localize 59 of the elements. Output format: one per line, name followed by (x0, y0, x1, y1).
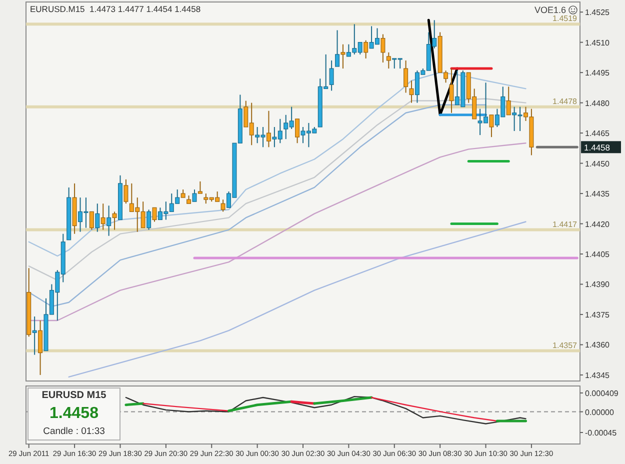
candlestick (329, 60, 334, 92)
candlestick (38, 320, 43, 376)
candlestick (32, 316, 37, 356)
line-series (370, 396, 498, 422)
candlestick (489, 114, 494, 138)
y-tick-label: 1.4525 (585, 8, 610, 18)
ref-line-label: 1.4519 (552, 14, 578, 24)
line-series (125, 396, 526, 424)
candlestick (295, 118, 300, 144)
y-tick-label: 1.4390 (585, 280, 610, 290)
candlestick (146, 209, 152, 230)
ref-line-label: 1.4478 (552, 96, 578, 106)
y-tick-label: 1.4495 (585, 68, 610, 78)
chart-title: EURUSD.M15 1.4473 1.4477 1.4454 1.4458 (30, 4, 201, 14)
candlestick (449, 68, 454, 114)
candlestick (335, 30, 340, 68)
candlestick (340, 44, 346, 70)
candlestick (364, 40, 368, 59)
candlestick (220, 199, 226, 212)
candlestick (106, 205, 112, 236)
y-tick-label: 0.00000 (585, 408, 614, 417)
candlestick (124, 178, 128, 204)
candlestick (506, 86, 511, 116)
annotation: 1.4458 (50, 405, 99, 422)
y-tick-label: -0.00045 (585, 428, 618, 438)
annotation: VOE1.6 (534, 5, 566, 15)
candlestick (404, 60, 408, 94)
line-series (142, 402, 230, 412)
line-series (28, 104, 486, 308)
line-series (68, 221, 526, 378)
y-tick-label: 1.4345 (585, 370, 610, 380)
y-tick-label: 1.4465 (585, 129, 610, 138)
annotation: Candle : 01:33 (43, 426, 105, 437)
y-tick-label: 1.4405 (585, 250, 610, 259)
line-series (28, 72, 526, 257)
candlestick (112, 211, 117, 230)
y-tick-label: 1.4360 (585, 340, 610, 350)
candlestick (95, 203, 100, 232)
annotation: EURUSD M15 (42, 390, 107, 401)
candlestick (152, 207, 157, 222)
candlestick (192, 188, 197, 202)
y-tick-label: 1.4375 (585, 310, 610, 320)
y-tick-label: 1.4450 (585, 159, 610, 168)
ref-line-label: 1.4357 (552, 340, 578, 350)
y-tick-label: 0.000409 (585, 388, 619, 398)
ref-line-label: 1.4417 (552, 220, 578, 229)
line-series (28, 142, 526, 322)
candlestick (198, 180, 202, 194)
candlestick (89, 211, 94, 230)
text: 1.4458 (584, 142, 610, 153)
candlestick (100, 203, 106, 230)
candlestick (380, 34, 386, 63)
candlestick (409, 80, 414, 104)
y-tick-label: 1.4480 (585, 98, 610, 108)
y-tick-label: 1.4510 (585, 38, 610, 48)
candlestick (386, 52, 391, 70)
y-tick-label: 1.4420 (585, 220, 610, 229)
y-tick-label: 1.4435 (585, 190, 610, 199)
candlestick (266, 110, 271, 148)
